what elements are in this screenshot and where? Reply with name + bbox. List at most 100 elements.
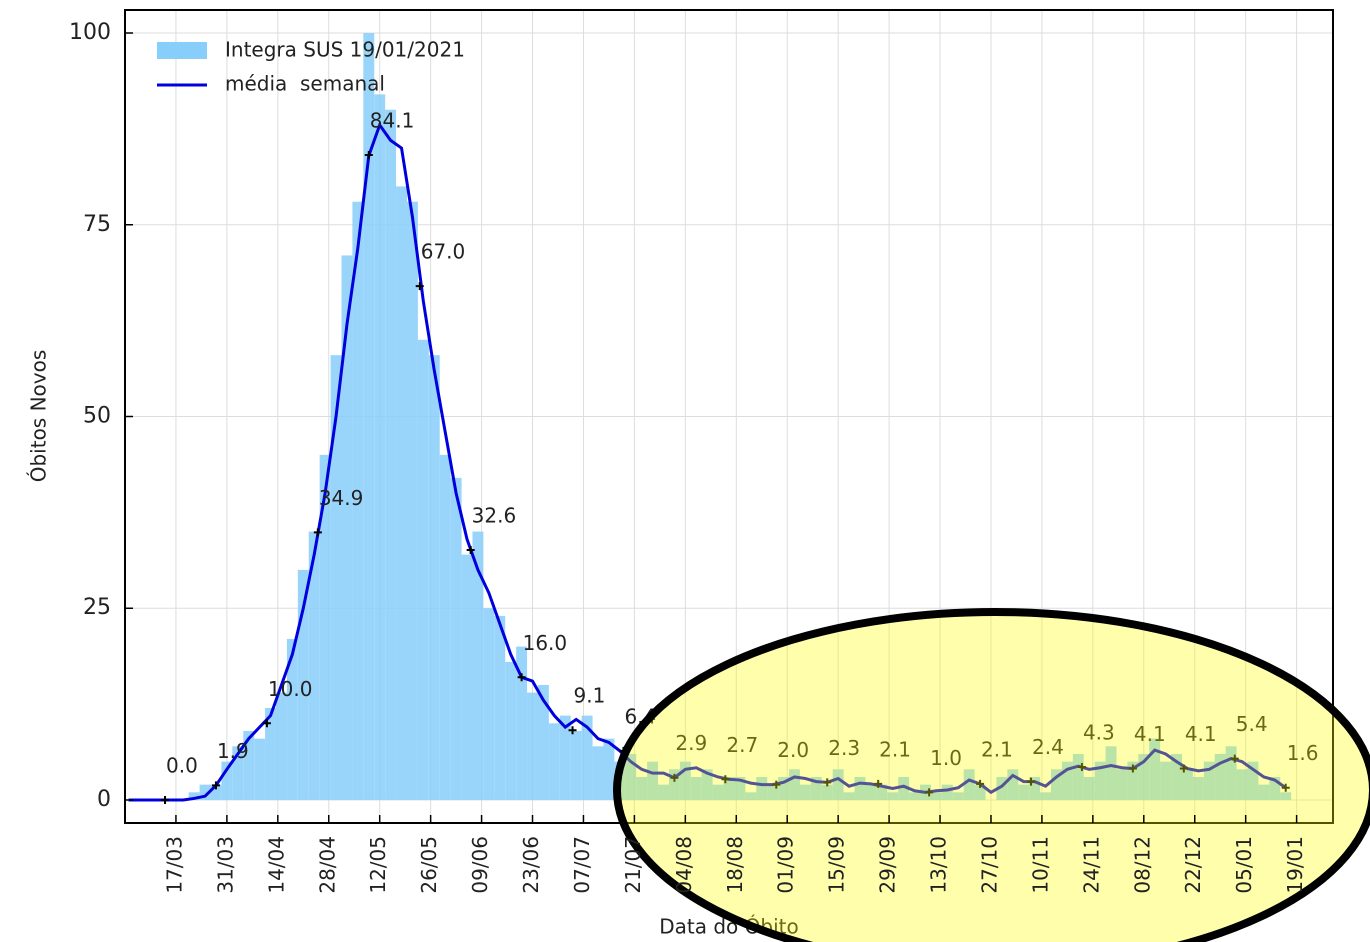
x-tick-label: 07/07 (570, 836, 594, 894)
point-marker (568, 726, 577, 735)
bar (592, 746, 604, 800)
bar (909, 792, 921, 800)
bar (690, 776, 702, 800)
x-tick-label: 21/07 (621, 836, 645, 894)
bar (352, 201, 364, 800)
bar (428, 355, 440, 800)
bar (1247, 761, 1259, 800)
point-marker (364, 150, 373, 159)
x-tick-label: 24/11 (1079, 836, 1103, 894)
bar (505, 661, 517, 800)
bar (1072, 753, 1084, 800)
point-marker (1027, 777, 1035, 786)
bar (1105, 746, 1117, 800)
bar (767, 784, 779, 800)
bar (636, 776, 648, 800)
bar (1138, 753, 1150, 800)
bar (974, 784, 986, 800)
point-marker (1281, 783, 1290, 792)
data-label: 1.9 (217, 739, 249, 763)
bar (330, 355, 342, 800)
legend-swatch-bar (157, 42, 207, 59)
bar (832, 769, 844, 800)
point-marker (874, 779, 883, 788)
bar (778, 776, 790, 800)
data-label: 0.0 (166, 753, 198, 777)
bar (286, 638, 298, 800)
point-marker (1179, 764, 1188, 773)
data-label: 5.4 (1236, 712, 1268, 736)
point-marker (517, 673, 526, 682)
bar (385, 109, 397, 800)
data-label: 34.9 (319, 486, 364, 510)
bar (701, 769, 713, 800)
legend-label: média semanal (225, 72, 385, 96)
bar (254, 738, 266, 800)
data-label: 84.1 (370, 108, 415, 132)
highlight-ellipse (613, 608, 1370, 942)
data-label: 2.1 (879, 737, 911, 761)
bar (712, 784, 724, 800)
plot-area: 0.01.910.034.984.167.032.616.09.16.42.92… (125, 10, 1333, 823)
x-tick-label: 17/03 (162, 836, 186, 894)
bar (930, 792, 942, 800)
bar (1214, 753, 1226, 800)
x-tick-label: 31/03 (213, 836, 237, 894)
bar (1051, 769, 1062, 800)
x-tick-label: 08/12 (1130, 836, 1154, 894)
bar (996, 776, 1008, 800)
point-marker (313, 528, 322, 537)
bar (308, 531, 320, 800)
data-label: 4.1 (1134, 722, 1166, 746)
x-tick-label: 01/09 (774, 836, 798, 894)
bar (221, 761, 233, 800)
x-tick-label: 23/06 (519, 836, 543, 894)
bar (1116, 769, 1128, 800)
bar (734, 776, 746, 800)
bar (461, 554, 473, 800)
point-marker (466, 545, 475, 554)
bar (363, 33, 375, 800)
bar (756, 776, 768, 800)
x-tick-label: 05/01 (1232, 836, 1256, 894)
point-marker (211, 781, 220, 790)
bar (941, 784, 953, 800)
data-label: 2.0 (777, 738, 809, 762)
bar (265, 707, 276, 800)
bar (439, 454, 451, 800)
bar (1236, 769, 1248, 800)
bar (952, 792, 964, 800)
bar (472, 531, 484, 800)
bar (297, 569, 309, 800)
bar (679, 761, 691, 800)
data-label: 10.0 (268, 677, 313, 701)
x-tick-label: 12/05 (366, 836, 390, 894)
bar (494, 615, 506, 800)
x-tick-label: 29/09 (876, 836, 900, 894)
bar (1171, 753, 1182, 800)
y-tick-label: 75 (83, 212, 111, 237)
y-tick-label: 100 (69, 20, 111, 45)
point-marker (262, 719, 271, 728)
point-marker (772, 780, 781, 789)
point-marker (823, 778, 832, 787)
bar (876, 784, 888, 800)
bar (1029, 776, 1041, 800)
bar (810, 776, 822, 800)
bar (603, 738, 615, 800)
data-label: 2.3 (828, 736, 860, 760)
legend-label: Integra SUS 19/01/2021 (225, 38, 465, 62)
x-tick-label: 10/11 (1028, 836, 1052, 894)
bar (374, 94, 386, 800)
data-label: 32.6 (472, 503, 517, 527)
y-axis-label: Óbitos Novos (27, 350, 51, 483)
bar (243, 730, 255, 800)
bar (548, 723, 560, 800)
y-tick-label: 25 (83, 595, 111, 620)
bar (417, 339, 429, 800)
point-marker (1128, 764, 1137, 773)
bar (1160, 761, 1172, 800)
x-tick-label: 22/12 (1181, 836, 1205, 894)
bar (516, 646, 528, 800)
